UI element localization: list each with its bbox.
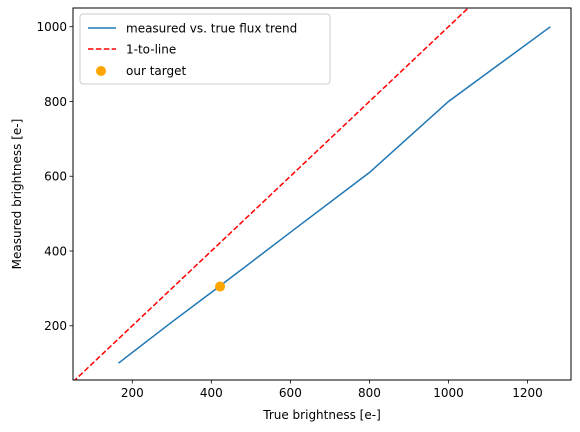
y-tick-label: 1000	[36, 20, 67, 34]
y-tick-label: 200	[44, 319, 67, 333]
y-axis-label: Measured brightness [e-]	[10, 119, 24, 270]
legend-label-our-target: our target	[126, 64, 186, 78]
legend-label-measured-trend: measured vs. true flux trend	[126, 22, 297, 36]
legend: measured vs. true flux trend 1-to-line o…	[79, 13, 331, 85]
legend-label-1-to-line: 1-to-line	[126, 43, 176, 57]
x-tick-label: 200	[121, 386, 144, 400]
x-tick-label: 800	[358, 386, 381, 400]
series-layer	[73, 8, 551, 380]
series-line-measured-vs-true-flux-trend	[117, 26, 551, 364]
y-tick-label: 800	[44, 95, 67, 109]
x-tick-label: 400	[200, 386, 223, 400]
x-tick-label: 1200	[512, 386, 543, 400]
x-tick-label: 1000	[433, 386, 464, 400]
series-line-1-to-line	[73, 8, 470, 380]
x-axis: 200 400 600 800 1000 1200	[121, 380, 543, 400]
y-tick-label: 400	[44, 244, 67, 258]
legend-swatch-our-target	[96, 66, 106, 76]
y-tick-label: 600	[44, 170, 67, 184]
x-tick-label: 600	[279, 386, 302, 400]
y-axis: 200 400 600 800 1000	[36, 20, 73, 333]
legend-box	[79, 13, 331, 85]
scatter-point-our-target	[215, 281, 226, 292]
x-axis-label: True brightness [e-]	[262, 408, 381, 422]
plot-frame	[72, 7, 572, 381]
